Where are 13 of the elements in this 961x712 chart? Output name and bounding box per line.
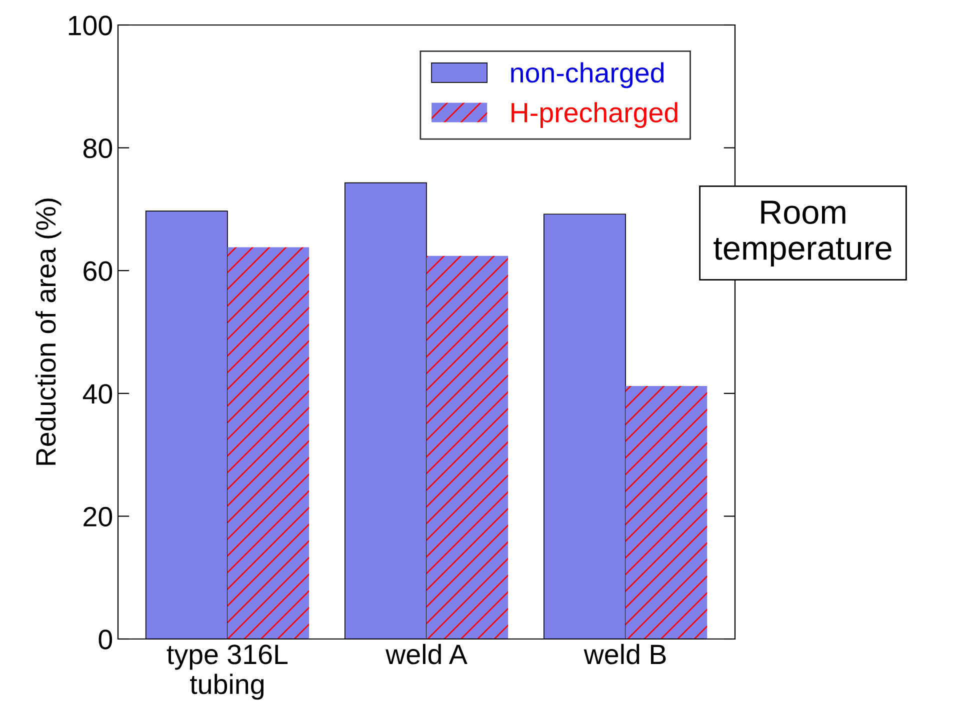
annotation: Room temperature (714, 200, 892, 266)
y-tick-label: 100 (68, 16, 112, 36)
y-tick-label: 80 (83, 138, 112, 158)
legend-label: non-charged (511, 62, 664, 88)
y-tick-label: 40 (82, 384, 112, 404)
y-axis-title: Reduction of area (%) (35, 198, 62, 465)
legend-label: H-precharged (512, 102, 678, 128)
x-tick-label: weld A (386, 644, 468, 664)
y-tick-label: 0 (98, 630, 112, 650)
x-tick-label: type 316L tubing (166, 644, 288, 700)
x-tick-label: weld B (584, 644, 666, 664)
y-tick-label: 60 (84, 261, 112, 281)
y-tick-label: 20 (84, 506, 112, 527)
